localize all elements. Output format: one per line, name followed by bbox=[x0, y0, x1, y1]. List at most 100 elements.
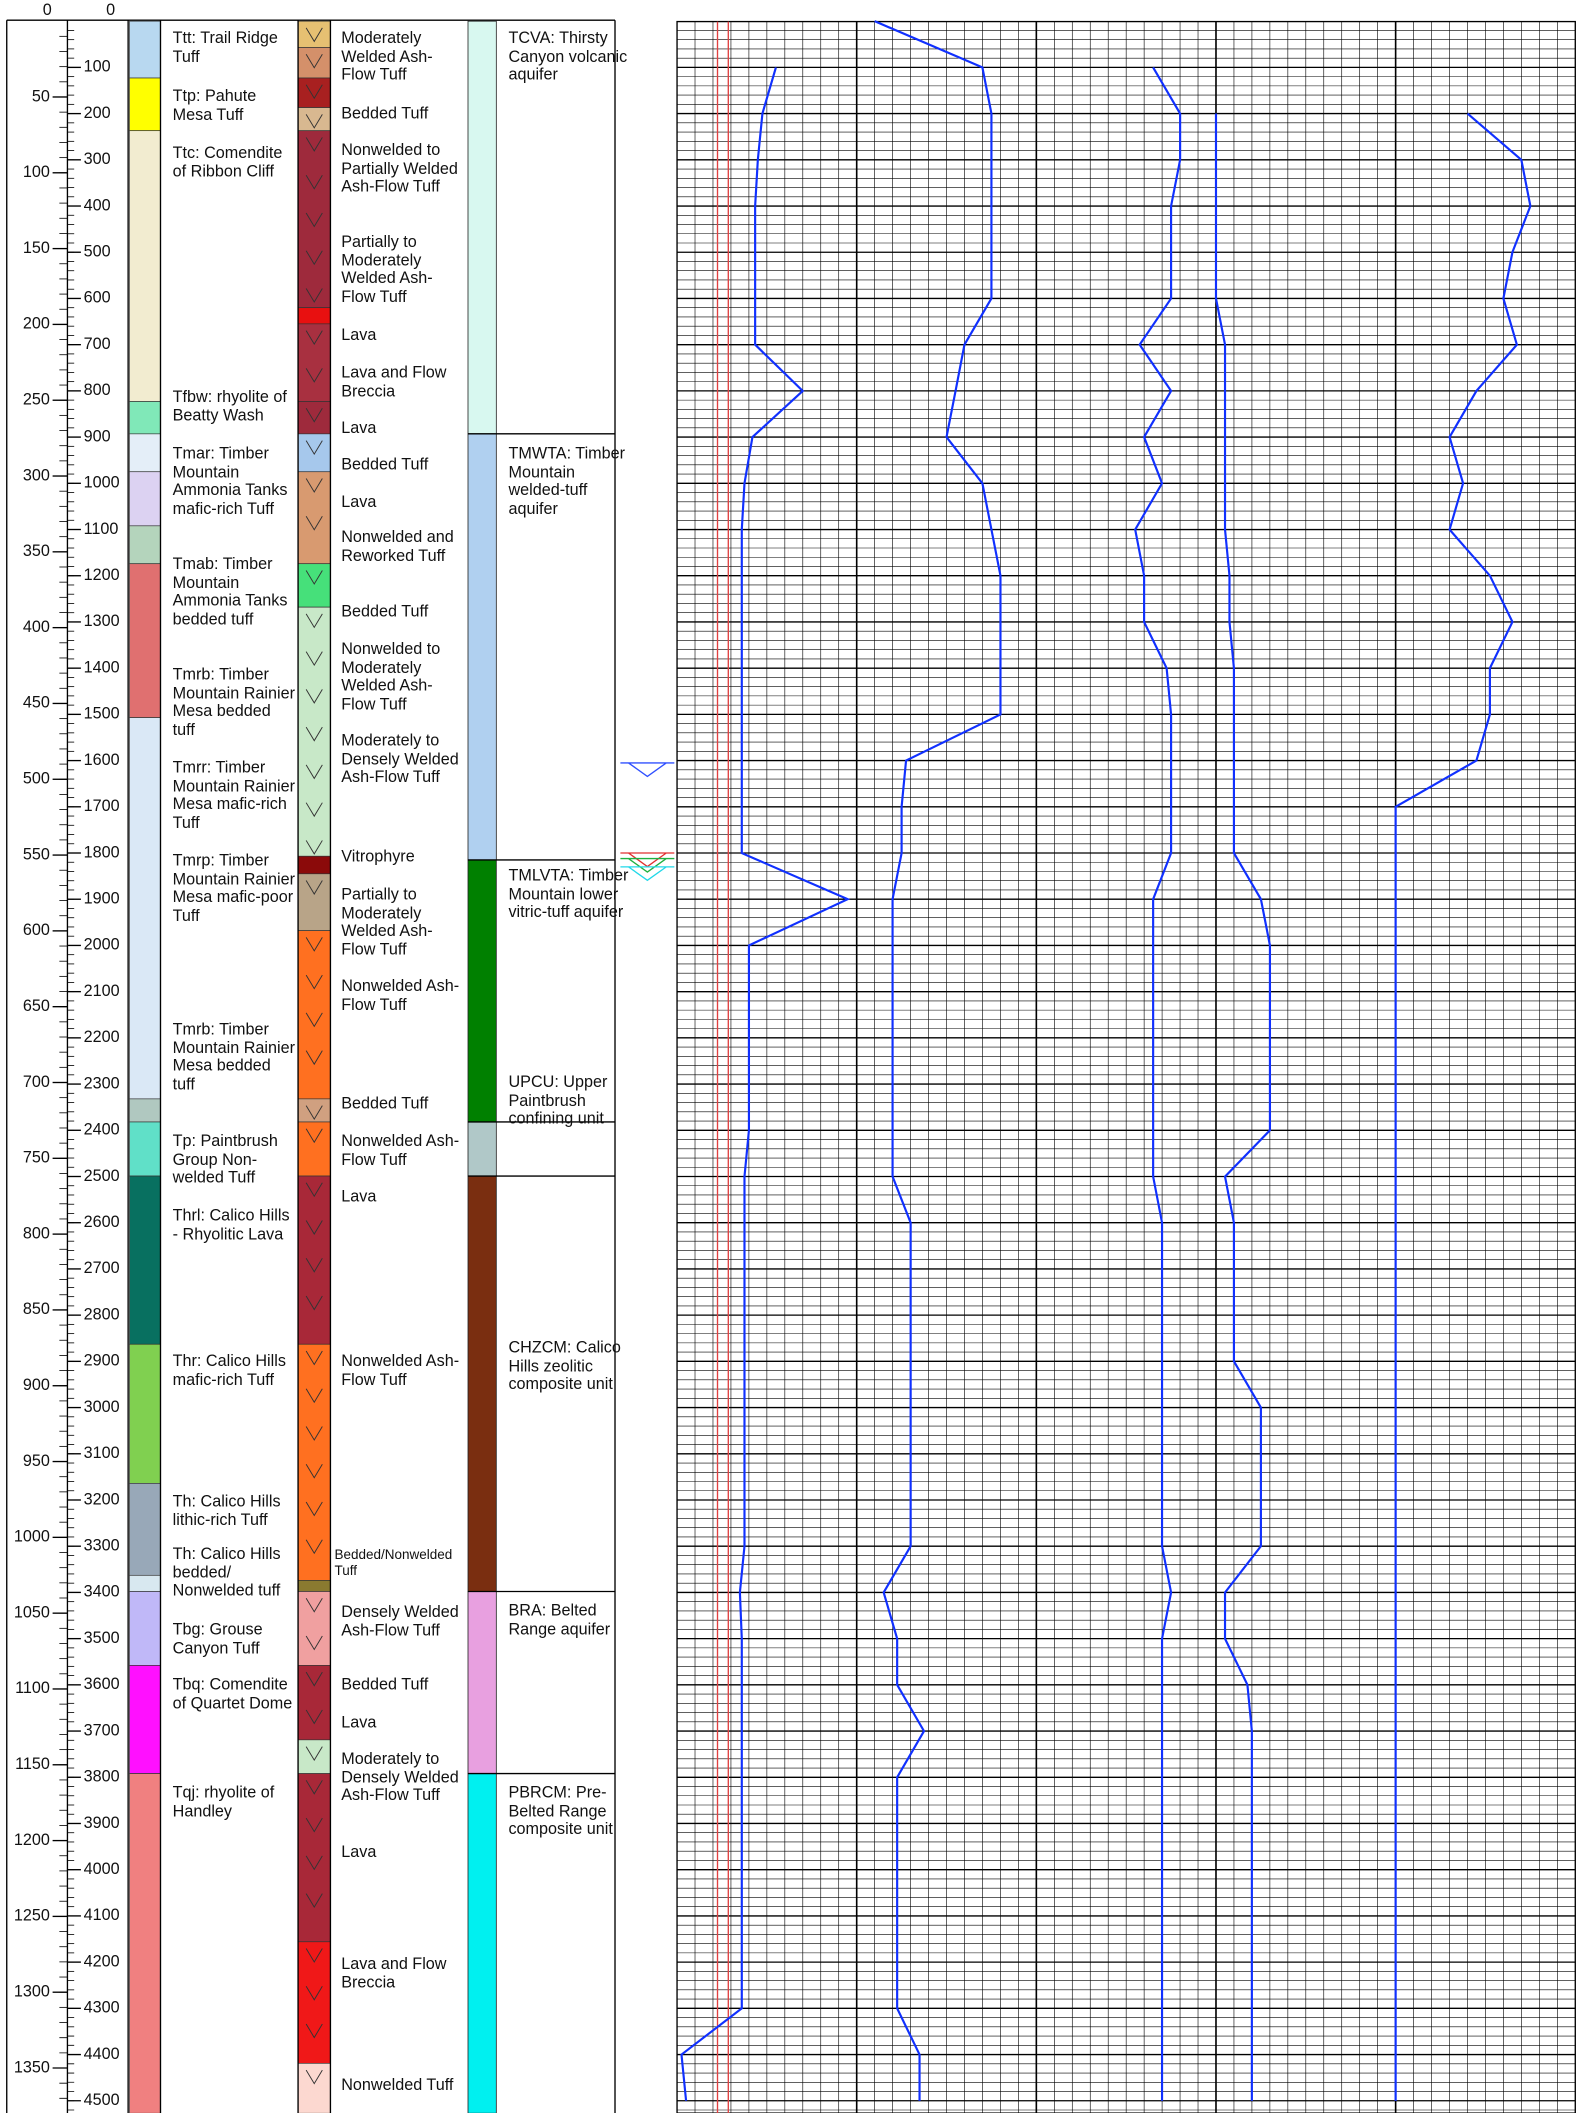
litho-symbol bbox=[305, 764, 323, 780]
ft-tick-label: 400 bbox=[84, 196, 111, 214]
lithology-unit bbox=[297, 1739, 331, 1774]
litho-symbol bbox=[305, 1464, 323, 1479]
lithology-label: Moderately to Densely Welded Ash-Flow Tu… bbox=[341, 1749, 459, 1805]
water-level bbox=[620, 852, 675, 868]
m-tick-label: 750 bbox=[23, 1149, 50, 1167]
strat-unit bbox=[129, 401, 161, 435]
lithology-unit bbox=[297, 606, 331, 857]
ft-tick-label: 2100 bbox=[84, 982, 120, 1000]
log-curve bbox=[874, 20, 1002, 2101]
strat-unit bbox=[129, 130, 161, 402]
lithology-label: Lava bbox=[341, 492, 377, 512]
m-tick-label: 450 bbox=[23, 694, 50, 712]
litho-symbol bbox=[305, 1220, 323, 1235]
litho-symbol bbox=[305, 1350, 323, 1366]
strat-label: Tp: Paintbrush Group Non-welded Tuff bbox=[172, 1131, 278, 1187]
lithology-unit bbox=[297, 873, 331, 931]
lithology-unit bbox=[297, 1580, 331, 1592]
hydro-unit bbox=[467, 1773, 497, 2113]
litho-symbol bbox=[305, 1539, 323, 1555]
litho-symbol bbox=[305, 516, 323, 531]
ft-tick-label: 4100 bbox=[84, 1906, 120, 1924]
ft-tick-label: 3800 bbox=[84, 1768, 120, 1786]
m-tick-label: 850 bbox=[23, 1300, 50, 1318]
strat-label: Tbq: Comendite of Quartet Dome bbox=[172, 1674, 293, 1713]
litho-symbol bbox=[305, 1780, 323, 1795]
ft-tick-label: 2000 bbox=[84, 936, 120, 954]
strat-unit bbox=[129, 525, 161, 565]
litho-symbol bbox=[305, 330, 323, 346]
litho-symbol bbox=[305, 1948, 323, 1963]
lithology-label: Lava bbox=[341, 324, 377, 344]
strat-label: Ttc: Comendite of Ribbon Cliff bbox=[172, 142, 283, 181]
lithology-label: Moderately Welded Ash-Flow Tuff bbox=[341, 28, 433, 84]
m-tick-label: 200 bbox=[23, 315, 50, 333]
ft-tick-label: 1200 bbox=[84, 566, 120, 584]
lithology-label: Bedded Tuff bbox=[341, 103, 429, 123]
lithology-unit bbox=[297, 1343, 331, 1581]
lithology-label: Nonwelded Ash-Flow Tuff bbox=[341, 976, 460, 1014]
ft-tick-label: 4400 bbox=[84, 2045, 120, 2063]
m-tick-label: 1050 bbox=[14, 1603, 50, 1621]
strat-unit bbox=[129, 1121, 161, 1177]
strat-label: Ttt: Trail Ridge Tuff bbox=[172, 28, 278, 66]
m-tick-label: 1150 bbox=[15, 1755, 50, 1773]
lithology-label: Partially to Moderately Welded Ash-Flow … bbox=[341, 231, 433, 306]
litho-symbol bbox=[305, 1893, 323, 1908]
m-tick-label: 1250 bbox=[14, 1907, 50, 1925]
litho-symbol bbox=[305, 1746, 323, 1761]
hydro-label: TCVA: Thirsty Canyon volcanic aquifer bbox=[508, 28, 628, 84]
lithology-label: Moderately to Densely Welded Ash-Flow Tu… bbox=[341, 730, 459, 787]
m-tick-label: 550 bbox=[23, 845, 50, 863]
lithology-unit bbox=[297, 1591, 331, 1666]
hydro-label: TMWTA: Timber Mountain welded-tuff aquif… bbox=[508, 443, 626, 518]
lithology-label: Lava bbox=[341, 1842, 377, 1861]
lithology-unit bbox=[297, 77, 331, 108]
lithology-label: Bedded Tuff bbox=[341, 1674, 429, 1694]
ft-tick-label: 2400 bbox=[84, 1121, 120, 1139]
strat-label: Tqj: rhyolite of Handley bbox=[172, 1782, 275, 1820]
ft-tick-label: 2900 bbox=[84, 1352, 120, 1370]
lithology-label: Densely Welded Ash-Flow Tuff bbox=[341, 1602, 459, 1640]
litho-symbol bbox=[305, 1050, 323, 1066]
strat-label: Th: Calico Hills bedded/ Nonwelded tuff bbox=[172, 1544, 281, 1600]
litho-symbol bbox=[305, 840, 323, 855]
strat-label: Tmab: Timber Mountain Ammonia Tanks bedd… bbox=[172, 554, 288, 629]
litho-symbol bbox=[305, 27, 323, 43]
m-tick-label: 150 bbox=[23, 239, 50, 257]
lithology-unit bbox=[297, 47, 331, 79]
ft-tick-label: 300 bbox=[84, 150, 111, 168]
strat-label: Ttp: Pahute Mesa Tuff bbox=[172, 86, 257, 124]
litho-symbol bbox=[305, 802, 323, 818]
ft-tick-label: 200 bbox=[84, 104, 111, 122]
log-curve bbox=[1214, 113, 1272, 2101]
litho-symbol bbox=[305, 1986, 323, 2001]
litho-symbol bbox=[305, 1426, 323, 1441]
litho-symbol bbox=[305, 1105, 323, 1121]
water-level bbox=[620, 866, 675, 882]
hydro-label: UPCU: Upper Paintbrush confining unit bbox=[508, 1072, 608, 1128]
ft-tick-label: 3600 bbox=[84, 1675, 120, 1693]
lithology-unit bbox=[297, 855, 331, 875]
m-tick-label: 1300 bbox=[14, 1982, 50, 2000]
lithology-label: Lava bbox=[341, 1186, 377, 1206]
litho-symbol bbox=[305, 613, 323, 629]
ft-tick-label: 3700 bbox=[84, 1721, 120, 1739]
ft-tick-label: 3100 bbox=[84, 1444, 120, 1462]
m-tick-label: 1000 bbox=[14, 1528, 50, 1546]
strat-unit bbox=[129, 1175, 161, 1345]
ft-tick-label: 1000 bbox=[84, 474, 120, 492]
lithology-label: Lava and Flow Breccia bbox=[341, 1953, 447, 1992]
strat-label: Thr: Calico Hills mafic-rich Tuff bbox=[172, 1351, 286, 1389]
lithology-unit bbox=[297, 307, 331, 325]
litho-symbol bbox=[305, 1295, 323, 1311]
hydro-unit bbox=[467, 1175, 497, 1592]
lithology-label: Lava and Flow Breccia bbox=[341, 362, 447, 400]
litho-symbol bbox=[305, 937, 323, 952]
m-tick-label: 100 bbox=[23, 163, 50, 181]
lithology-unit bbox=[297, 1773, 331, 1943]
ft-tick-label: 1800 bbox=[84, 843, 120, 861]
litho-symbol bbox=[305, 478, 323, 493]
lithology-unit bbox=[297, 1941, 331, 2064]
